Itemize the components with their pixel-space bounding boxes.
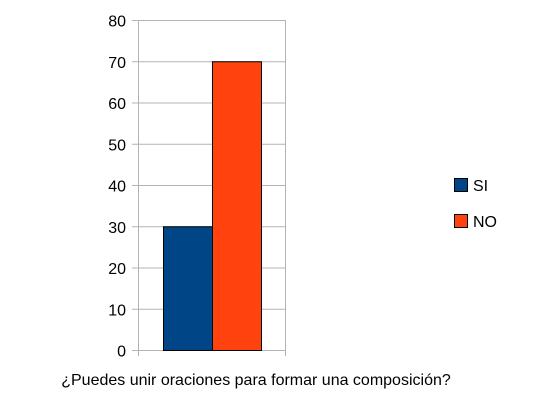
legend-swatch-no: [454, 214, 468, 228]
legend-swatch-si: [454, 178, 468, 192]
y-tick-label: 50: [108, 137, 126, 154]
y-tick-label: 20: [108, 261, 126, 278]
legend: SI NO: [454, 178, 497, 231]
legend-label-no: NO: [473, 214, 497, 231]
bar-si: [163, 226, 213, 351]
legend-label-si: SI: [473, 178, 488, 195]
labels: 0 10 20 30 40 50 60 70 80 ¿Puedes unir oraciones …: [61, 14, 451, 390]
y-tick-label: 80: [108, 14, 126, 31]
bars: [163, 61, 262, 351]
bar-no: [212, 61, 262, 351]
y-tick-label: 70: [108, 55, 126, 72]
y-tick-label: 10: [108, 302, 126, 319]
y-tick-label: 0: [117, 344, 126, 361]
x-category-label: ¿Puedes unir oraciones para formar una c…: [61, 372, 451, 389]
y-tick-label: 30: [108, 220, 126, 237]
y-tick-label: 60: [108, 96, 126, 113]
y-tick-label: 40: [108, 179, 126, 196]
